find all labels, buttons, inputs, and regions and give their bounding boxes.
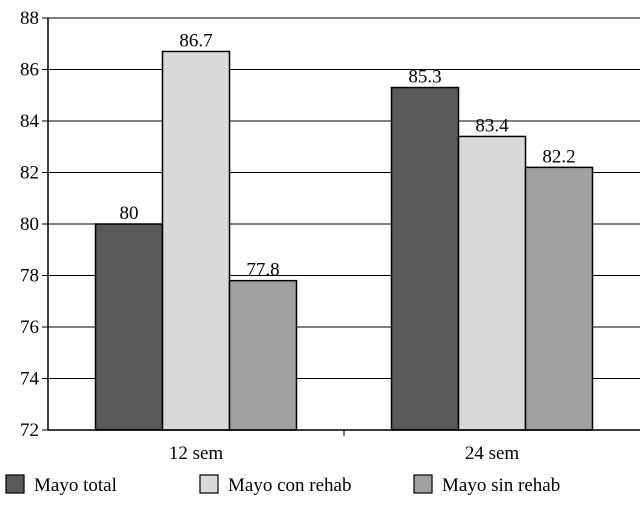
y-tick-label: 88 bbox=[20, 8, 39, 29]
x-category-label: 24 sem bbox=[465, 443, 520, 464]
y-tick-label: 80 bbox=[20, 214, 39, 235]
legend-label: Mayo total bbox=[34, 475, 117, 496]
bar bbox=[161, 50, 231, 431]
y-tick-label: 86 bbox=[20, 60, 39, 81]
data-label: 85.3 bbox=[408, 67, 441, 88]
y-tick-label: 78 bbox=[20, 266, 39, 287]
labels: 72 74 76 78 80 82 84 86 88 80 86.7 77.8 12 sem 85.3 83… bbox=[20, 8, 576, 464]
x-category-label: 12 sem bbox=[169, 443, 224, 464]
bar bbox=[524, 166, 594, 431]
bars bbox=[94, 50, 594, 431]
legend-label: Mayo sin rehab bbox=[442, 475, 560, 496]
data-label: 83.4 bbox=[475, 115, 509, 136]
data-label: 77.8 bbox=[246, 260, 279, 281]
y-tick-label: 74 bbox=[20, 369, 40, 390]
legend-swatch bbox=[5, 474, 25, 494]
bar bbox=[228, 279, 298, 431]
bar bbox=[457, 135, 527, 431]
axes bbox=[42, 17, 640, 436]
bar bbox=[390, 86, 460, 431]
y-tick-label: 84 bbox=[20, 111, 40, 132]
legend-swatch bbox=[413, 474, 433, 494]
legend: Mayo total Mayo con rehab Mayo sin rehab bbox=[5, 474, 560, 496]
data-label: 86.7 bbox=[179, 30, 212, 51]
bar bbox=[94, 223, 164, 431]
data-label: 80 bbox=[120, 203, 139, 224]
y-tick-label: 72 bbox=[20, 420, 39, 441]
legend-swatch bbox=[199, 474, 219, 494]
legend-label: Mayo con rehab bbox=[228, 475, 351, 496]
y-tick-label: 82 bbox=[20, 163, 39, 184]
data-label: 82.2 bbox=[542, 146, 575, 167]
y-tick-label: 76 bbox=[20, 317, 39, 338]
